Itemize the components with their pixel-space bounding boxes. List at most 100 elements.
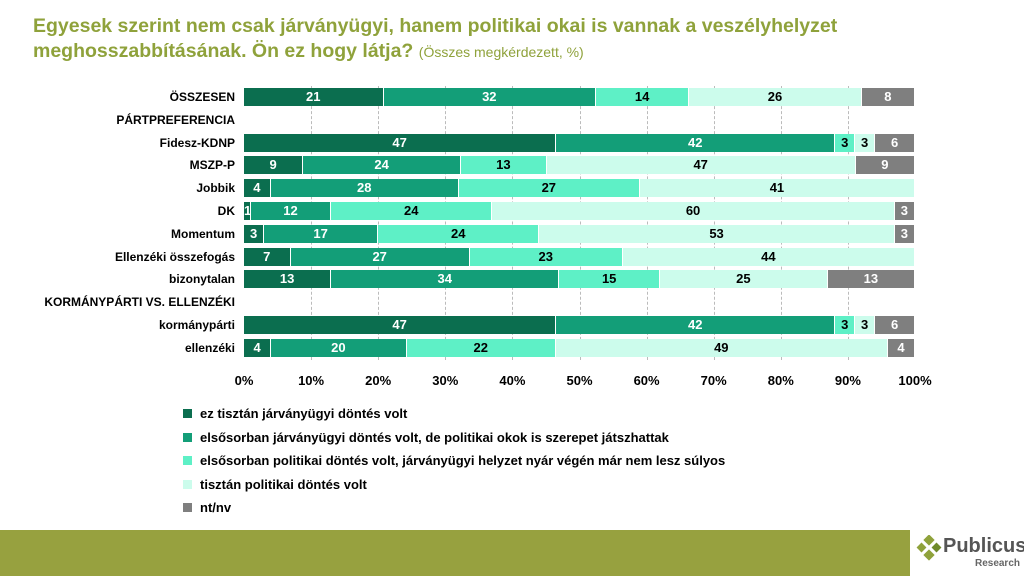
bar-segment: 25 (660, 270, 828, 289)
x-tick-label: 90% (834, 373, 861, 388)
bar-segment: 4 (244, 179, 271, 198)
x-tick-label: 20% (365, 373, 392, 388)
category-label: Jobbik (196, 181, 235, 196)
category-label: KORMÁNYPÁRTI VS. ELLENZÉKI (44, 295, 235, 310)
legend-label: ez tisztán járványügyi döntés volt (200, 406, 408, 421)
bar-segment: 6 (875, 133, 915, 152)
bar-segment: 3 (855, 133, 876, 152)
bar-segment: 20 (271, 338, 407, 357)
title-sub: (Összes megkérdezett, %) (418, 44, 584, 60)
bar-segment: 42 (556, 316, 836, 334)
bar-segment: 42 (556, 133, 836, 152)
bar-segment: 47 (244, 133, 557, 152)
bar-segment: 26 (689, 88, 862, 106)
category-label: ÖSSZESEN (169, 90, 235, 104)
gridline (579, 86, 581, 360)
bar-segment: 13 (827, 270, 915, 289)
legend-label: nt/nv (200, 500, 232, 515)
legend-swatch (183, 479, 192, 489)
bar-segment: 8 (861, 88, 915, 106)
gridline (512, 86, 514, 360)
bar-segment: 3 (855, 316, 876, 334)
gridline (713, 86, 715, 360)
bar-segment: 13 (244, 270, 332, 289)
legend-label: elsősorban járványügyi döntés volt, de p… (200, 429, 669, 445)
x-tick-label: 100% (898, 373, 932, 388)
legend-swatch (183, 456, 192, 465)
bar-segment: 49 (555, 338, 888, 357)
gridline (311, 86, 313, 360)
x-tick-label: 50% (566, 373, 593, 388)
logo-name: Publicus (943, 535, 1024, 557)
bar-segment: 32 (383, 88, 597, 106)
bar-segment: 13 (461, 156, 547, 175)
bar-segment: 17 (264, 224, 379, 243)
gridline (445, 86, 447, 360)
x-tick-label: 0% (234, 373, 254, 388)
bar-segment: 3 (894, 224, 915, 243)
x-tick-label: 60% (633, 373, 660, 388)
bar-segment: 24 (378, 224, 540, 243)
gridline (646, 86, 648, 360)
category-label: Momentum (171, 226, 235, 241)
bar-segment: 24 (331, 202, 493, 220)
legend-label: tisztán politikai döntés volt (200, 476, 367, 492)
bar-segment: 4 (244, 338, 272, 357)
legend-item: ez tisztán járványügyi döntés volt (183, 406, 407, 421)
x-tick-label: 70% (700, 373, 727, 388)
bar-segment: 3 (894, 202, 915, 220)
bar-segment: 27 (458, 179, 640, 198)
category-label: MSZP-P (189, 158, 235, 173)
plot-area: 21 32 14 26 8 47 42 3 3 6 9 24 13 47 9 4 28 27 41 1 12 24 60 3 3… (244, 86, 915, 360)
chart-title: Egyesek szerint nem csak járványügyi, ha… (33, 14, 933, 65)
x-tick-label: 80% (767, 373, 794, 388)
bar-segment: 4 (887, 338, 915, 357)
bar-segment: 47 (546, 156, 856, 175)
bar-segment: 60 (492, 202, 895, 220)
footer-band (0, 530, 910, 576)
bar-segment: 44 (622, 247, 915, 266)
category-label: Fidesz-KDNP (159, 135, 235, 150)
x-tick-label: 40% (499, 373, 526, 388)
bar-segment: 24 (303, 156, 462, 175)
bar-segment: 41 (639, 179, 915, 198)
logo-diamonds-icon (916, 535, 942, 561)
bar-segment: 53 (539, 224, 895, 243)
bar-segment: 47 (244, 316, 557, 334)
category-label: DK (217, 204, 235, 218)
bar-segment: 3 (244, 224, 265, 243)
bar-segment: 9 (855, 156, 915, 175)
bar-segment: 23 (469, 247, 623, 266)
gridline (847, 86, 849, 360)
legend-swatch (183, 409, 192, 418)
bar-segment: 22 (406, 338, 556, 357)
gridline (780, 86, 782, 360)
publicus-logo: Publicus Research (916, 533, 1024, 575)
x-tick-label: 30% (432, 373, 459, 388)
title-main: Egyesek szerint nem csak járványügyi, ha… (33, 15, 838, 62)
bar-segment: 1 (244, 202, 252, 220)
legend-item: elsősorban politikai döntés volt, járván… (183, 453, 725, 468)
legend-item: tisztán politikai döntés volt (183, 477, 367, 492)
category-label: bizonytalan (168, 272, 235, 287)
bar-segment: 3 (835, 133, 856, 152)
category-label: kormánypárti (158, 318, 235, 332)
legend-swatch (183, 503, 192, 512)
logo-sub: Research (974, 558, 1020, 569)
legend-swatch (183, 432, 192, 442)
bar-segment: 34 (331, 270, 560, 289)
legend-item: elsősorban járványügyi döntés volt, de p… (183, 430, 669, 445)
bar-segment: 3 (835, 316, 856, 334)
category-label: Ellenzéki összefogás (114, 249, 235, 264)
x-tick-label: 10% (298, 373, 325, 388)
category-label: ellenzéki (184, 340, 235, 355)
bar-segment: 7 (244, 247, 291, 266)
legend-label: elsősorban politikai döntés volt, járván… (200, 453, 726, 468)
gridline (378, 86, 380, 360)
bar-segment: 12 (250, 202, 332, 220)
bar-segment: 27 (290, 247, 470, 266)
bar-segment: 9 (244, 156, 304, 175)
bar-segment: 15 (559, 270, 660, 289)
bar-segment: 6 (875, 316, 915, 334)
bar-segment: 21 (244, 88, 384, 106)
